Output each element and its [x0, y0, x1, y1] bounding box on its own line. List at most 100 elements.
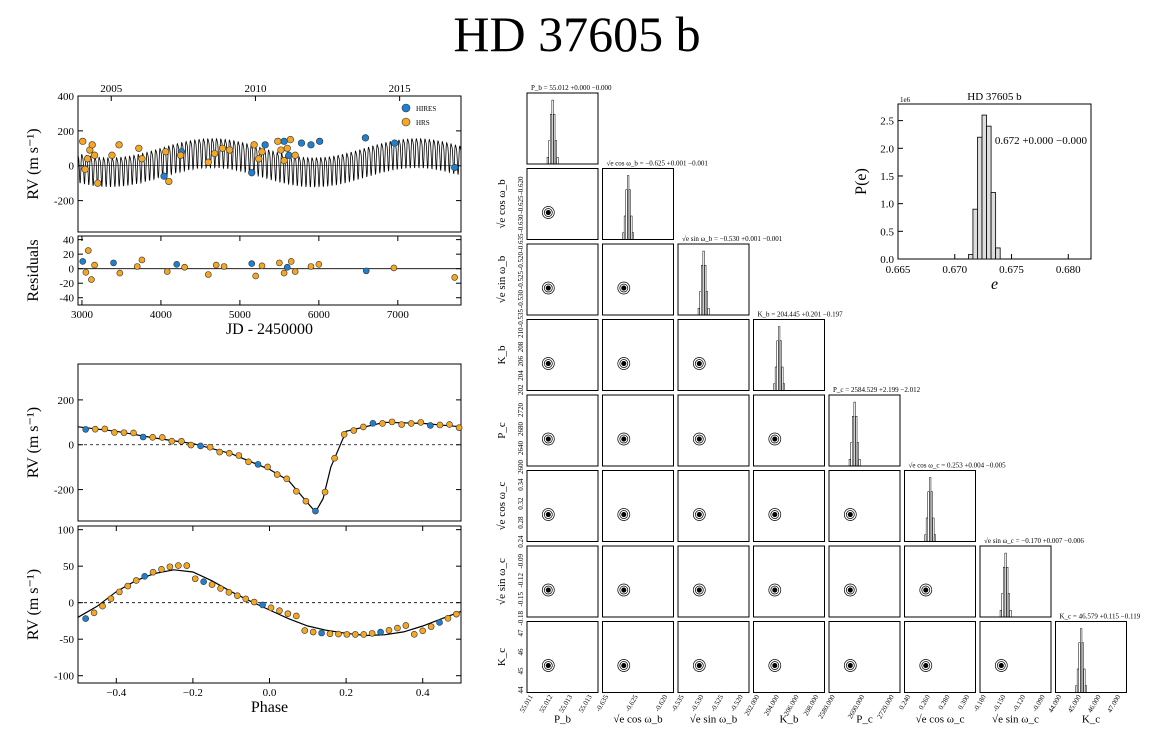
y-tick-label: 2.5	[880, 116, 894, 128]
phase-point	[427, 623, 435, 630]
phase-b-panel: -200 0 200 RV (m s⁻¹)	[25, 363, 463, 522]
marginal-bar	[556, 157, 559, 165]
y-tick-label: -20	[59, 278, 74, 290]
y-tick-label: 40	[63, 235, 75, 247]
phase-point	[166, 563, 174, 571]
corner-y-tick-label: 47	[517, 629, 525, 637]
corner-cell	[602, 621, 674, 693]
residual-point	[79, 258, 87, 265]
phase-point	[350, 427, 358, 434]
corner-y-tick-label: 208	[517, 341, 525, 352]
phase-point	[168, 437, 176, 445]
phase-point	[284, 610, 292, 617]
phase-point	[368, 630, 376, 637]
corner-cell	[904, 470, 976, 542]
phase-c-panel: -100 -50 0 50 100 −0.4 −0.2 0.0 0.2 0.4 RV (m s⁻¹)…	[25, 525, 462, 716]
posterior-contour	[692, 357, 706, 370]
corner-x-tick-label: 2580.000	[817, 693, 837, 720]
y-tick-label: 0.0	[880, 254, 894, 266]
marginal-bar	[930, 491, 933, 542]
data-point-hires	[361, 134, 370, 142]
phase-point	[124, 582, 132, 590]
marginal-bar	[554, 140, 557, 165]
corner-y-tick-label: 45	[517, 667, 525, 675]
posterior-contour	[998, 662, 1004, 669]
data-point-hrs	[204, 158, 212, 166]
corner-x-tick-label: -0.620	[653, 693, 669, 713]
residual-point	[116, 269, 124, 277]
posterior-contour	[692, 508, 706, 521]
posterior-contour	[617, 357, 631, 370]
phase-point	[309, 628, 317, 636]
x-tick-label: 0.670	[942, 264, 967, 276]
y-tick-label: 0	[69, 161, 75, 173]
corner-x-label: √e sin ω_b	[690, 714, 738, 726]
phase-point	[407, 420, 415, 427]
corner-x-tick-label: 47.000	[1106, 693, 1123, 714]
corner-x-tick-label: 44.000	[1047, 693, 1064, 714]
data-point-hires	[280, 137, 288, 145]
phase-point	[90, 609, 98, 617]
x-tick-label: 0.2	[339, 687, 353, 699]
posterior-contour	[770, 434, 780, 444]
phase-point	[427, 422, 434, 429]
corner-y-label: √e sin ω_b	[496, 255, 508, 303]
corner-y-tick-label: 46	[517, 648, 525, 656]
marginal-title: P_c = 2584.529 +2.199 −2.012	[833, 386, 921, 394]
residual-point	[390, 264, 398, 272]
histogram-bar	[972, 208, 978, 260]
posterior-contour	[543, 510, 553, 519]
posterior-contour	[847, 662, 853, 669]
data-point-hrs	[81, 165, 89, 173]
posterior-contour	[996, 661, 1006, 670]
phase-point	[254, 461, 262, 468]
residual-point	[88, 276, 95, 283]
x-tick-label: 5000	[229, 309, 252, 321]
posterior-contour	[768, 432, 782, 446]
marginal-bar	[1007, 593, 1010, 618]
marginal-bar	[1084, 685, 1088, 693]
corner-cell	[753, 319, 825, 391]
corner-x-tick-label: -0.520	[729, 693, 745, 713]
posterior-contour	[619, 359, 629, 368]
posterior-contour	[617, 583, 631, 597]
residual-point	[252, 272, 259, 280]
posterior-contour	[770, 661, 780, 670]
top-tick-label: 2005	[100, 83, 123, 95]
corner-cell	[904, 545, 976, 618]
histogram-bar	[981, 114, 987, 260]
y-tick-label: 200	[58, 126, 75, 138]
posterior-contour	[621, 285, 627, 291]
x-tick-label: 0.0	[263, 687, 277, 699]
y-axis-label: Residuals	[25, 239, 42, 301]
x-tick-label: 0.680	[1056, 264, 1081, 276]
posterior-contour	[541, 659, 555, 672]
posterior-contour	[694, 359, 704, 368]
x-axis-label: JD - 2450000	[226, 321, 313, 338]
phase-point	[335, 630, 342, 638]
phase-point	[444, 615, 452, 622]
phase-point	[398, 421, 405, 428]
y-tick-label: 1.0	[880, 199, 894, 211]
residual-point	[220, 263, 228, 270]
phase-point	[225, 589, 233, 596]
data-point-hrs	[286, 135, 295, 144]
data-point-hrs	[211, 149, 219, 158]
corner-cell	[828, 394, 901, 467]
phase-point	[187, 441, 195, 449]
data-point-hrs	[108, 151, 116, 159]
corner-y-tick-label: -0.530	[517, 290, 525, 309]
data-point-hrs	[283, 144, 291, 152]
corner-cell	[904, 621, 976, 693]
posterior-contour	[619, 585, 629, 595]
y-tick-label: 0.5	[880, 226, 894, 238]
y-tick-label: 0	[69, 264, 75, 276]
posterior-contour	[543, 208, 553, 217]
y-tick-label: 0	[69, 598, 75, 610]
corner-cell	[828, 621, 901, 693]
corner-y-tick-label: -0.625	[517, 195, 525, 214]
corner-x-label: √e cos ω_b	[613, 714, 663, 726]
data-point-hires	[316, 137, 324, 145]
y-tick-label: -200	[54, 485, 75, 497]
phase-point	[360, 631, 368, 638]
